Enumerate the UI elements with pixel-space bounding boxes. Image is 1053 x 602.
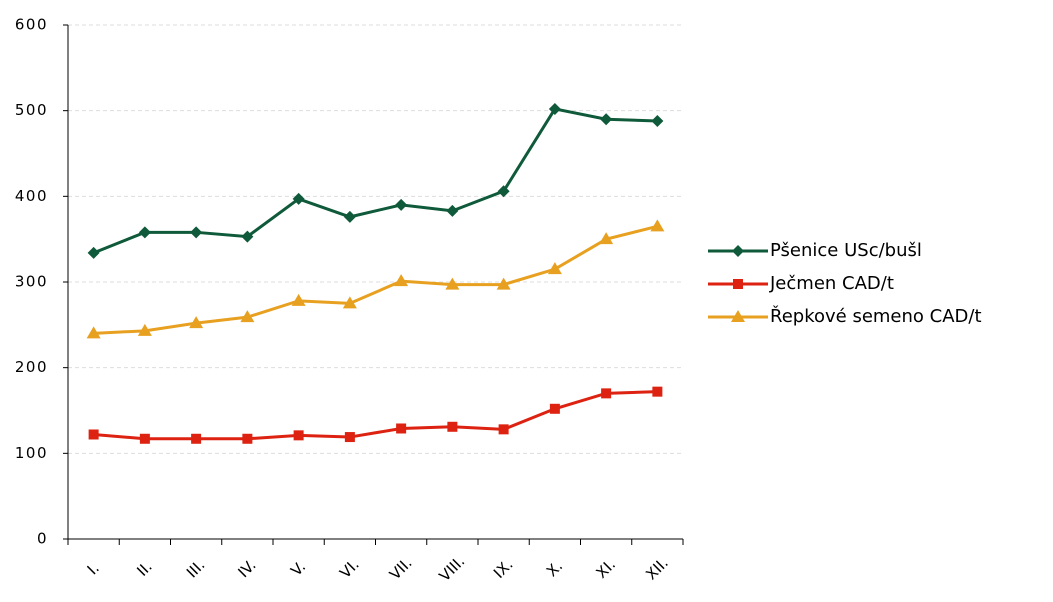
y-tick-label: 400 bbox=[15, 187, 48, 205]
x-tick-label: V. bbox=[287, 558, 309, 580]
marker bbox=[498, 424, 509, 435]
x-tick-label: VI. bbox=[336, 555, 362, 581]
marker bbox=[447, 421, 458, 432]
x-tick-label: VIII. bbox=[436, 552, 469, 585]
marker bbox=[342, 296, 357, 309]
x-tick-label: II. bbox=[133, 557, 155, 579]
marker bbox=[496, 277, 511, 290]
marker bbox=[395, 198, 408, 211]
marker bbox=[343, 210, 356, 223]
line bbox=[93, 390, 658, 441]
marker bbox=[87, 246, 100, 259]
marker bbox=[291, 293, 306, 306]
y-tick-label: 500 bbox=[15, 101, 48, 119]
y-tick-label: 200 bbox=[15, 358, 48, 376]
marker bbox=[549, 403, 560, 414]
marker bbox=[651, 114, 664, 127]
marker bbox=[497, 185, 510, 198]
marker bbox=[732, 245, 744, 257]
marker bbox=[396, 423, 407, 434]
x-tick-label: VII. bbox=[386, 554, 416, 584]
marker bbox=[88, 429, 99, 440]
x-tick-label: IV. bbox=[234, 556, 259, 581]
y-tick-label: 0 bbox=[37, 530, 48, 548]
marker bbox=[190, 226, 203, 239]
line bbox=[93, 224, 658, 335]
marker bbox=[191, 433, 202, 444]
legend-label: Řepkové semeno CAD/t bbox=[770, 305, 982, 327]
marker bbox=[293, 430, 304, 441]
marker bbox=[344, 432, 355, 443]
line bbox=[93, 107, 658, 255]
marker bbox=[189, 316, 204, 329]
y-tick-label: 100 bbox=[15, 444, 48, 462]
marker bbox=[240, 310, 255, 323]
x-tick-label: IX. bbox=[490, 555, 516, 581]
x-tick-label: XII. bbox=[642, 554, 672, 584]
marker bbox=[446, 204, 459, 217]
marker bbox=[242, 433, 253, 444]
marker bbox=[139, 433, 150, 444]
x-tick-label: XI. bbox=[593, 555, 619, 581]
marker bbox=[137, 323, 152, 336]
marker bbox=[600, 113, 613, 126]
legend-label: Ječmen CAD/t bbox=[769, 273, 894, 294]
legend-label: Pšenice USc/bušl bbox=[770, 240, 922, 261]
marker bbox=[292, 192, 305, 205]
marker bbox=[599, 232, 614, 245]
y-tick-label: 600 bbox=[15, 16, 48, 34]
marker bbox=[731, 310, 745, 322]
y-tick-label: 300 bbox=[15, 273, 48, 291]
marker bbox=[445, 277, 460, 290]
marker bbox=[652, 386, 663, 397]
marker bbox=[241, 230, 254, 243]
x-tick-label: I. bbox=[84, 559, 103, 578]
marker bbox=[548, 102, 561, 115]
marker bbox=[601, 388, 612, 399]
marker bbox=[650, 219, 665, 232]
marker bbox=[394, 274, 409, 287]
x-tick-label: X. bbox=[543, 557, 566, 580]
marker bbox=[86, 326, 101, 339]
marker bbox=[138, 226, 151, 239]
x-tick-label: III. bbox=[183, 556, 208, 581]
marker bbox=[733, 279, 743, 289]
marker bbox=[547, 262, 562, 275]
